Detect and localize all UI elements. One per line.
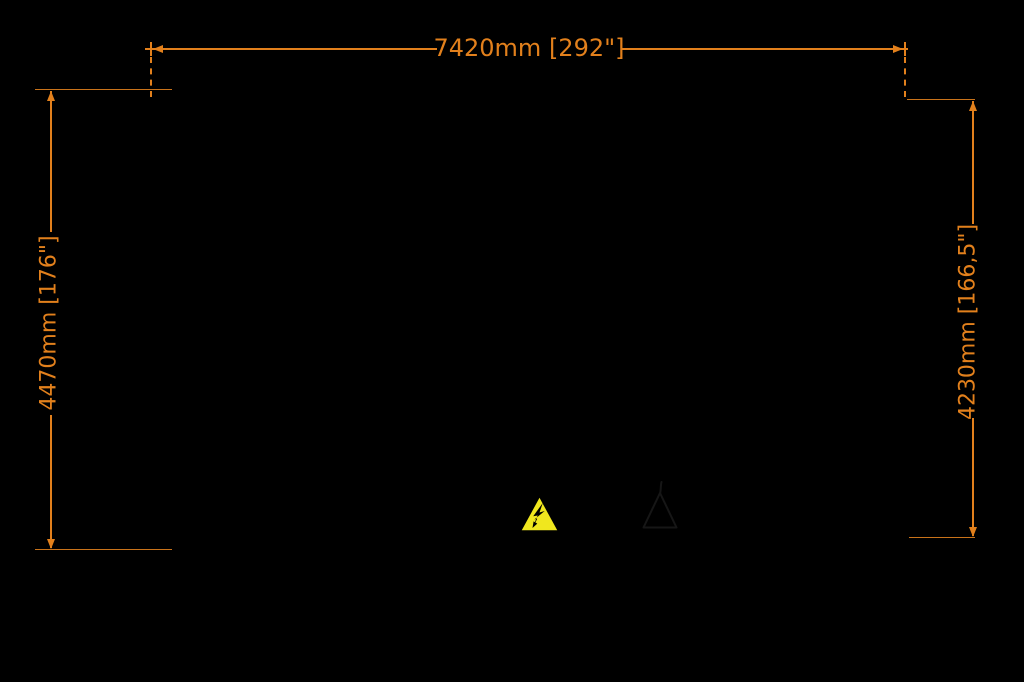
top-dim-arrow-left-icon bbox=[153, 45, 163, 53]
right-dim-arrow-up-icon bbox=[969, 101, 977, 111]
top-dim-tick-right bbox=[904, 42, 906, 56]
left-dim-arrow-up-icon bbox=[47, 91, 55, 101]
top-dimension-label: 7420mm [292"] bbox=[433, 34, 625, 62]
right-dim-line-lower-segment bbox=[972, 418, 974, 536]
lightning-bolt-arrow bbox=[532, 521, 538, 529]
left-dim-line-lower-segment bbox=[50, 415, 52, 548]
right-dim-extension-bottom bbox=[909, 537, 975, 538]
right-dim-line-upper-segment bbox=[972, 101, 974, 224]
left-dim-arrow-down-icon bbox=[47, 539, 55, 549]
top-dim-arrow-right-icon bbox=[893, 45, 903, 53]
top-dim-projection-right bbox=[904, 57, 906, 97]
left-dimension-label: 4470mm [176"] bbox=[36, 235, 62, 411]
left-dim-extension-top bbox=[35, 89, 172, 90]
lightning-bolt-icon bbox=[532, 502, 545, 529]
warning-triangle-outline-icon bbox=[642, 481, 678, 529]
top-dim-line-left-segment bbox=[145, 48, 437, 50]
outline-triangle-shape bbox=[642, 492, 678, 529]
top-dim-tick-left bbox=[150, 42, 152, 56]
top-dim-line-right-segment bbox=[621, 48, 908, 50]
top-dim-projection-left bbox=[150, 57, 152, 97]
right-dimension-label: 4230mm [166,5"] bbox=[955, 223, 981, 421]
high-voltage-warning-icon bbox=[521, 497, 558, 531]
left-dim-extension-bottom bbox=[35, 549, 172, 550]
right-dim-arrow-down-icon bbox=[969, 527, 977, 537]
left-dim-line-upper-segment bbox=[50, 91, 52, 232]
right-dim-extension-top bbox=[907, 99, 975, 100]
